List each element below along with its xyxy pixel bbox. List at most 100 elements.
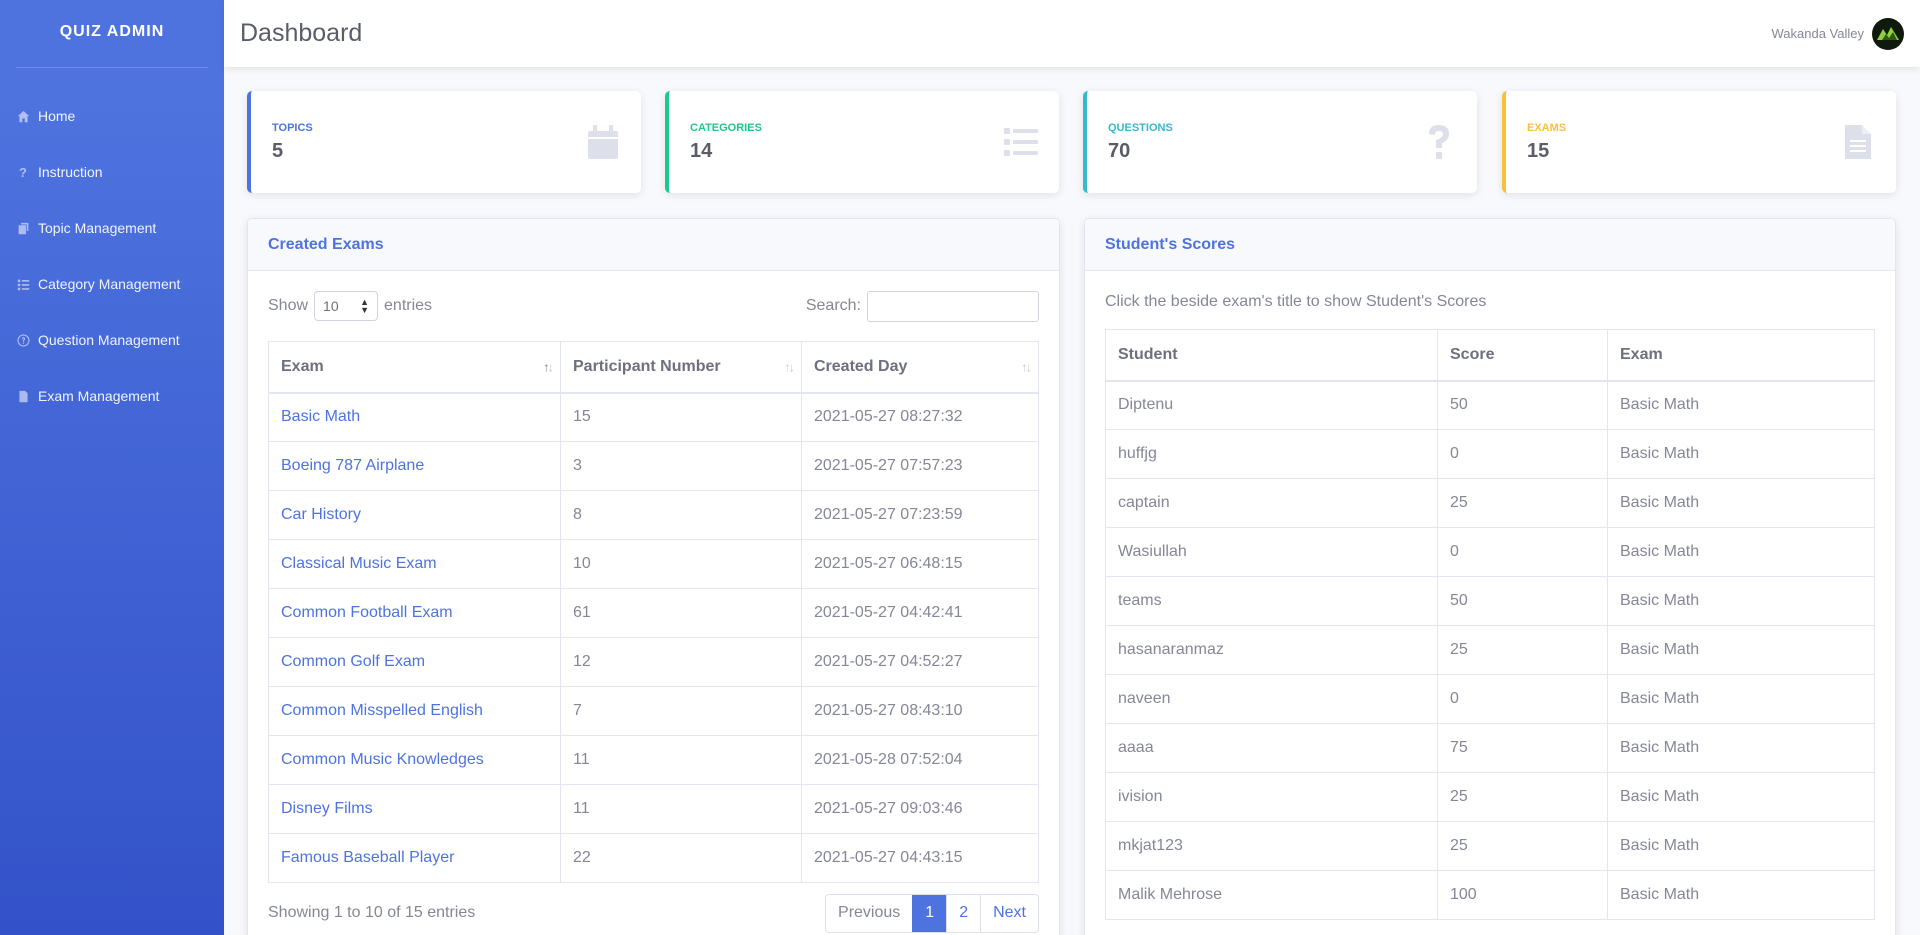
table-footer: Showing 1 to 10 of 15 entries Previous 1… — [248, 883, 1059, 935]
stat-label: TOPICS — [272, 121, 313, 134]
sidebar-item-category-management[interactable]: Category Management — [0, 256, 224, 312]
column-header-student[interactable]: Student — [1105, 329, 1438, 382]
sidebar-item-home[interactable]: Home — [0, 88, 224, 144]
panel-title: Created Exams — [248, 219, 1059, 271]
table-cell: 100 — [1437, 870, 1608, 920]
stat-value: 70 — [1108, 139, 1131, 162]
table-cell: 2021-05-27 07:57:23 — [801, 441, 1039, 491]
table-cell: Basic Math — [1607, 821, 1875, 871]
exam-title-link[interactable]: Classical Music Exam — [268, 539, 561, 589]
sidebar-item-question-management[interactable]: Question Management — [0, 312, 224, 368]
table-row: Boeing 787 Airplane 3 2021-05-27 07:57:23 — [268, 441, 1039, 491]
search-input[interactable] — [867, 290, 1039, 322]
page-length: Show 10 ▲ ▼ entries — [268, 291, 432, 321]
page-size-select[interactable]: 10 ▲ ▼ — [314, 291, 379, 321]
table-cell: aaaa — [1105, 723, 1438, 773]
column-header-exam[interactable]: Exam — [1607, 329, 1875, 382]
table-cell: 61 — [560, 588, 802, 638]
stat-label: QUESTIONS — [1108, 121, 1173, 134]
sort-icon: ↑↓ — [784, 359, 795, 375]
table-row: Common Music Knowledges 11 2021-05-28 07:5… — [268, 735, 1039, 785]
search-label: Search: — [805, 297, 861, 314]
sidebar-item-topic-management[interactable]: Topic Management — [0, 200, 224, 256]
student-scores-panel: Student's Scores Click the beside exam's… — [1084, 218, 1896, 935]
user-menu[interactable]: Wakanda Valley — [1772, 17, 1904, 50]
exam-title-link[interactable]: Boeing 787 Airplane — [268, 441, 561, 491]
stat-label: CATEGORIES — [690, 121, 762, 134]
sidebar-item-exam-management[interactable]: Exam Management — [0, 368, 224, 424]
exam-title-link[interactable]: Common Football Exam — [268, 588, 561, 638]
sidebar: QUIZ ADMIN Home ? Instruction Topic Mana… — [0, 0, 224, 935]
table-info: Showing 1 to 10 of 15 entries — [268, 904, 476, 921]
table-cell: 10 — [560, 539, 802, 589]
table-cell: 2021-05-27 04:43:15 — [801, 833, 1039, 883]
table-cell: 2021-05-27 08:27:32 — [801, 392, 1039, 442]
column-header-participant-number[interactable]: Participant Number ↑↓ — [560, 341, 802, 394]
stat-value: 5 — [272, 139, 284, 162]
page-button-1[interactable]: 1 — [912, 894, 947, 932]
table-cell: Basic Math — [1607, 576, 1875, 626]
next-page-button[interactable]: Next — [980, 894, 1038, 932]
table-cell: 50 — [1437, 380, 1608, 430]
table-cell: 8 — [560, 490, 802, 540]
table-cell: 11 — [560, 784, 802, 834]
table-cell: Basic Math — [1607, 772, 1875, 822]
exam-title-link[interactable]: Common Misspelled English — [268, 686, 561, 736]
exams-table: Exam ↑↓ Participant Number ↑↓ Created Da… — [268, 341, 1039, 883]
exam-title-link[interactable]: Famous Baseball Player — [268, 833, 561, 883]
table-cell: 2021-05-27 06:48:15 — [801, 539, 1039, 589]
stat-value: 14 — [690, 139, 713, 162]
table-cell: 12 — [560, 637, 802, 687]
sidebar-item-label: Exam Management — [38, 388, 160, 404]
table-cell: Basic Math — [1607, 527, 1875, 577]
table-cell: Diptenu — [1105, 380, 1438, 430]
table-row: Classical Music Exam 10 2021-05-27 06:48:1… — [268, 539, 1039, 589]
table-row: Diptenu 50 Basic Math — [1105, 380, 1875, 430]
copy-icon — [16, 221, 30, 235]
column-header-created-day[interactable]: Created Day ↑↓ — [801, 341, 1039, 394]
table-cell: Malik Mehrose — [1105, 870, 1438, 920]
table-cell: hasanaranmaz — [1105, 625, 1438, 675]
table-cell: 0 — [1437, 527, 1608, 577]
exam-title-link[interactable]: Car History — [268, 490, 561, 540]
list-icon — [1003, 122, 1039, 162]
table-cell: 0 — [1437, 674, 1608, 724]
table-cell: 15 — [560, 392, 802, 442]
table-cell: 2021-05-27 09:03:46 — [801, 784, 1039, 834]
sidebar-item-label: Question Management — [38, 332, 180, 348]
table-row: hasanaranmaz 25 Basic Math — [1105, 625, 1875, 675]
exam-title-link[interactable]: Common Music Knowledges — [268, 735, 561, 785]
table-row: captain 25 Basic Math — [1105, 478, 1875, 528]
table-cell: captain — [1105, 478, 1438, 528]
page-title: Dashboard — [240, 19, 363, 47]
brand-title[interactable]: QUIZ ADMIN — [59, 22, 165, 40]
column-header-exam[interactable]: Exam ↑↓ — [268, 341, 561, 394]
stat-card-questions: QUESTIONS 70 — [1083, 91, 1477, 193]
table-cell: 25 — [1437, 625, 1608, 675]
table-cell: 2021-05-27 08:43:10 — [801, 686, 1039, 736]
previous-page-button[interactable]: Previous — [826, 894, 913, 932]
list-icon — [16, 277, 30, 291]
scores-table: Student Score Exam Diptenu 50 Basic Math hu… — [1105, 329, 1875, 920]
exam-title-link[interactable]: Basic Math — [268, 392, 561, 442]
column-header-score[interactable]: Score — [1437, 329, 1608, 382]
table-cell: Basic Math — [1607, 723, 1875, 773]
exam-title-link[interactable]: Disney Films — [268, 784, 561, 834]
page-button-2[interactable]: 2 — [946, 894, 981, 932]
table-cell: 25 — [1437, 772, 1608, 822]
table-cell: Basic Math — [1607, 478, 1875, 528]
sidebar-item-label: Instruction — [38, 164, 103, 180]
search-box: Search: — [805, 290, 1039, 322]
pagination: Previous 1 2 Next — [825, 893, 1039, 933]
sidebar-item-instruction[interactable]: ? Instruction — [0, 144, 224, 200]
sidebar-item-label: Category Management — [38, 276, 181, 292]
table-cell: 7 — [560, 686, 802, 736]
sidebar-divider — [16, 67, 208, 68]
stat-card-categories: CATEGORIES 14 — [665, 91, 1059, 193]
scores-hint: Click the beside exam's title to show St… — [1105, 293, 1487, 310]
home-icon — [16, 109, 30, 123]
table-row: mkjat123 25 Basic Math — [1105, 821, 1875, 871]
table-cell: Wasiullah — [1105, 527, 1438, 577]
exam-title-link[interactable]: Common Golf Exam — [268, 637, 561, 687]
file-icon — [16, 389, 30, 403]
